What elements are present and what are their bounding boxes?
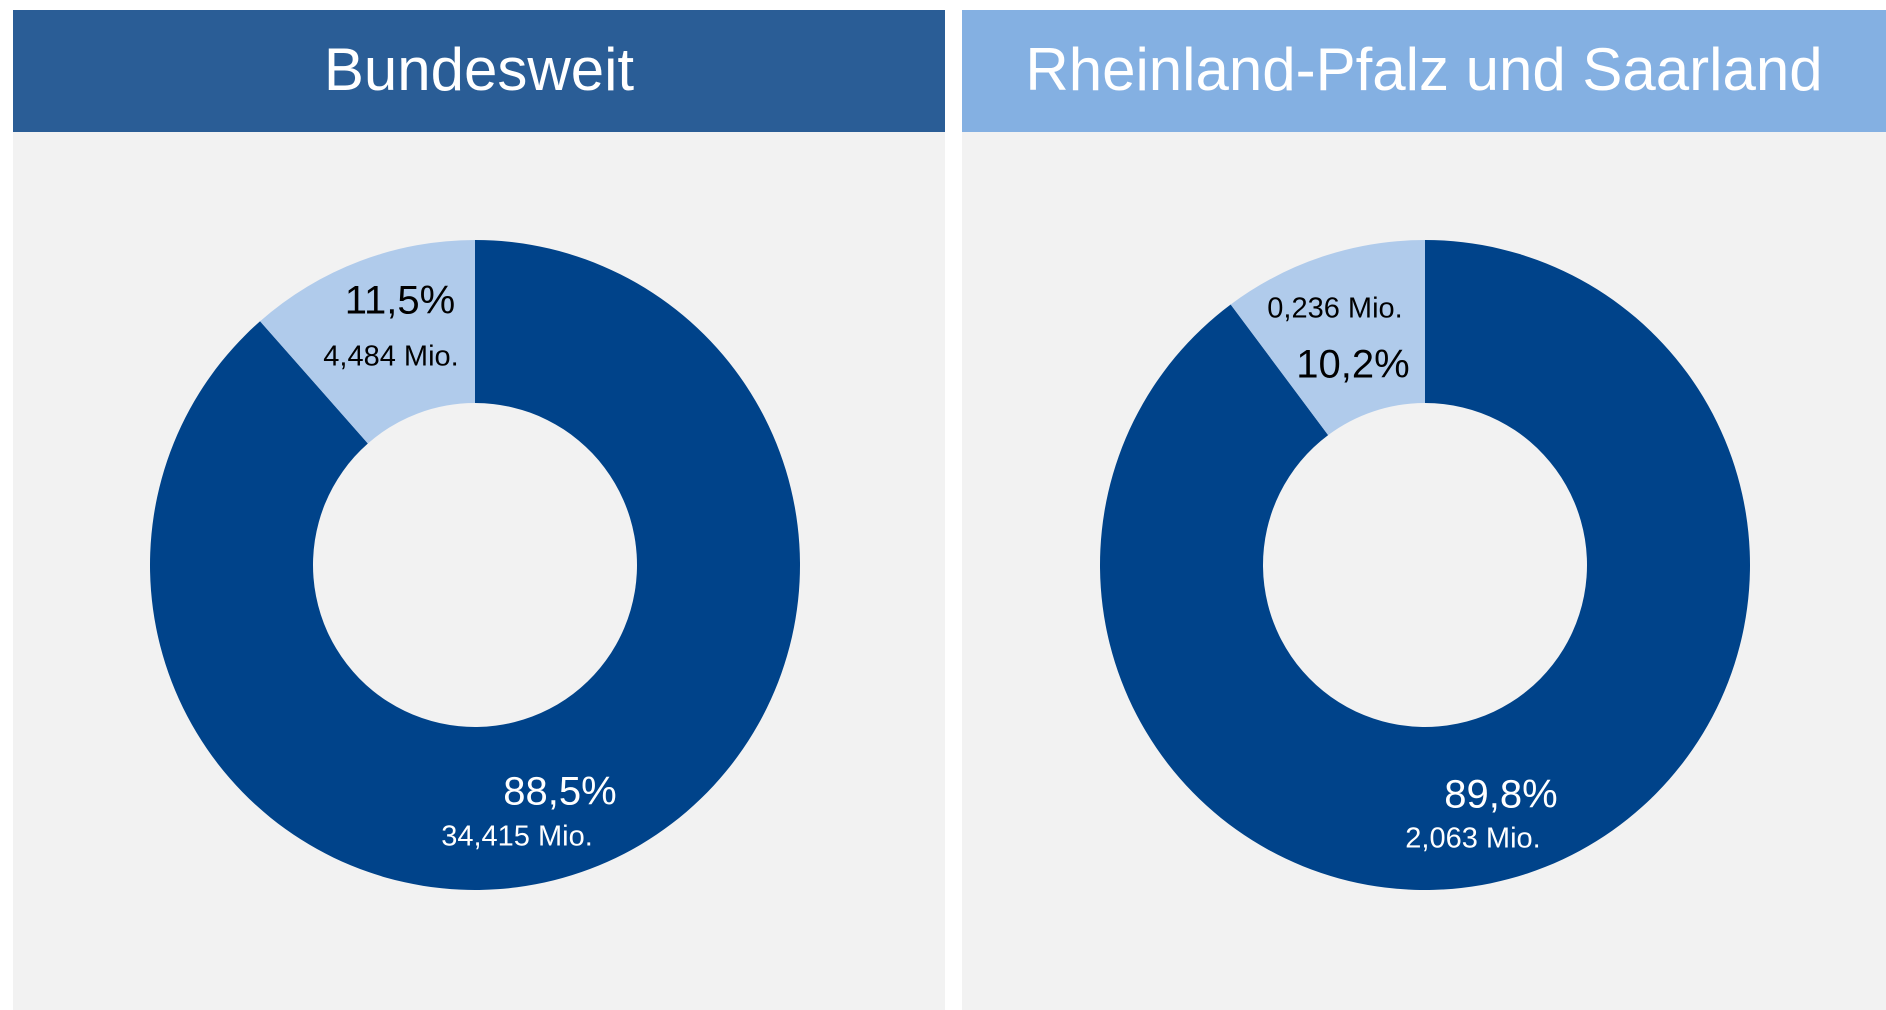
percent-label: 88,5%	[503, 770, 616, 814]
donut-slice	[1100, 240, 1751, 891]
panel-header	[13, 10, 945, 132]
donut-slice	[260, 240, 475, 444]
percent-label: 10,2%	[1296, 343, 1409, 387]
amount-label: 4,484 Mio.	[323, 341, 458, 373]
donut-slice	[149, 240, 800, 890]
amount-label: 34,415 Mio.	[441, 821, 593, 853]
donut-slice	[1230, 240, 1425, 436]
panel-title: Bundesweit	[324, 36, 635, 103]
amount-label: 0,236 Mio.	[1267, 293, 1402, 325]
amount-label: 2,063 Mio.	[1405, 823, 1540, 855]
percent-label: 89,8%	[1444, 773, 1557, 817]
panel-title: Rheinland-Pfalz und Saarland	[1025, 36, 1822, 103]
panel-header	[962, 10, 1886, 132]
percent-label: 11,5%	[345, 279, 455, 323]
